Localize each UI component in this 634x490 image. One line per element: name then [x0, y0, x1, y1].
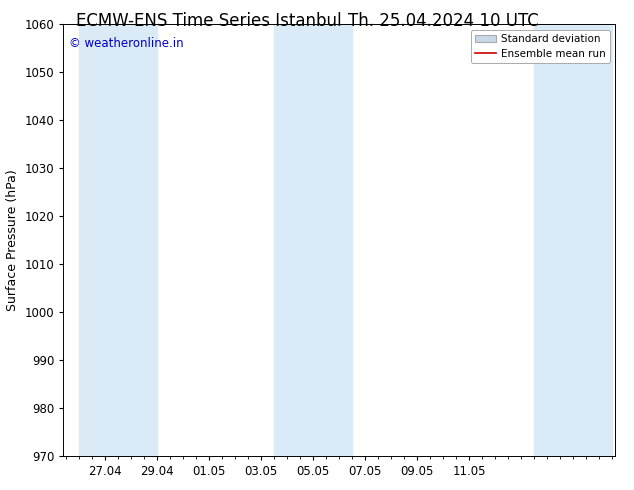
Text: Th. 25.04.2024 10 UTC: Th. 25.04.2024 10 UTC [349, 12, 539, 30]
Text: ECMW-ENS Time Series Istanbul: ECMW-ENS Time Series Istanbul [77, 12, 342, 30]
Bar [79, 24, 157, 456]
Text: © weatheronline.in: © weatheronline.in [69, 37, 183, 50]
Legend: Standard deviation, Ensemble mean run: Standard deviation, Ensemble mean run [470, 30, 610, 63]
Bar [274, 24, 353, 456]
Bar [534, 24, 612, 456]
Y-axis label: Surface Pressure (hPa): Surface Pressure (hPa) [6, 169, 19, 311]
